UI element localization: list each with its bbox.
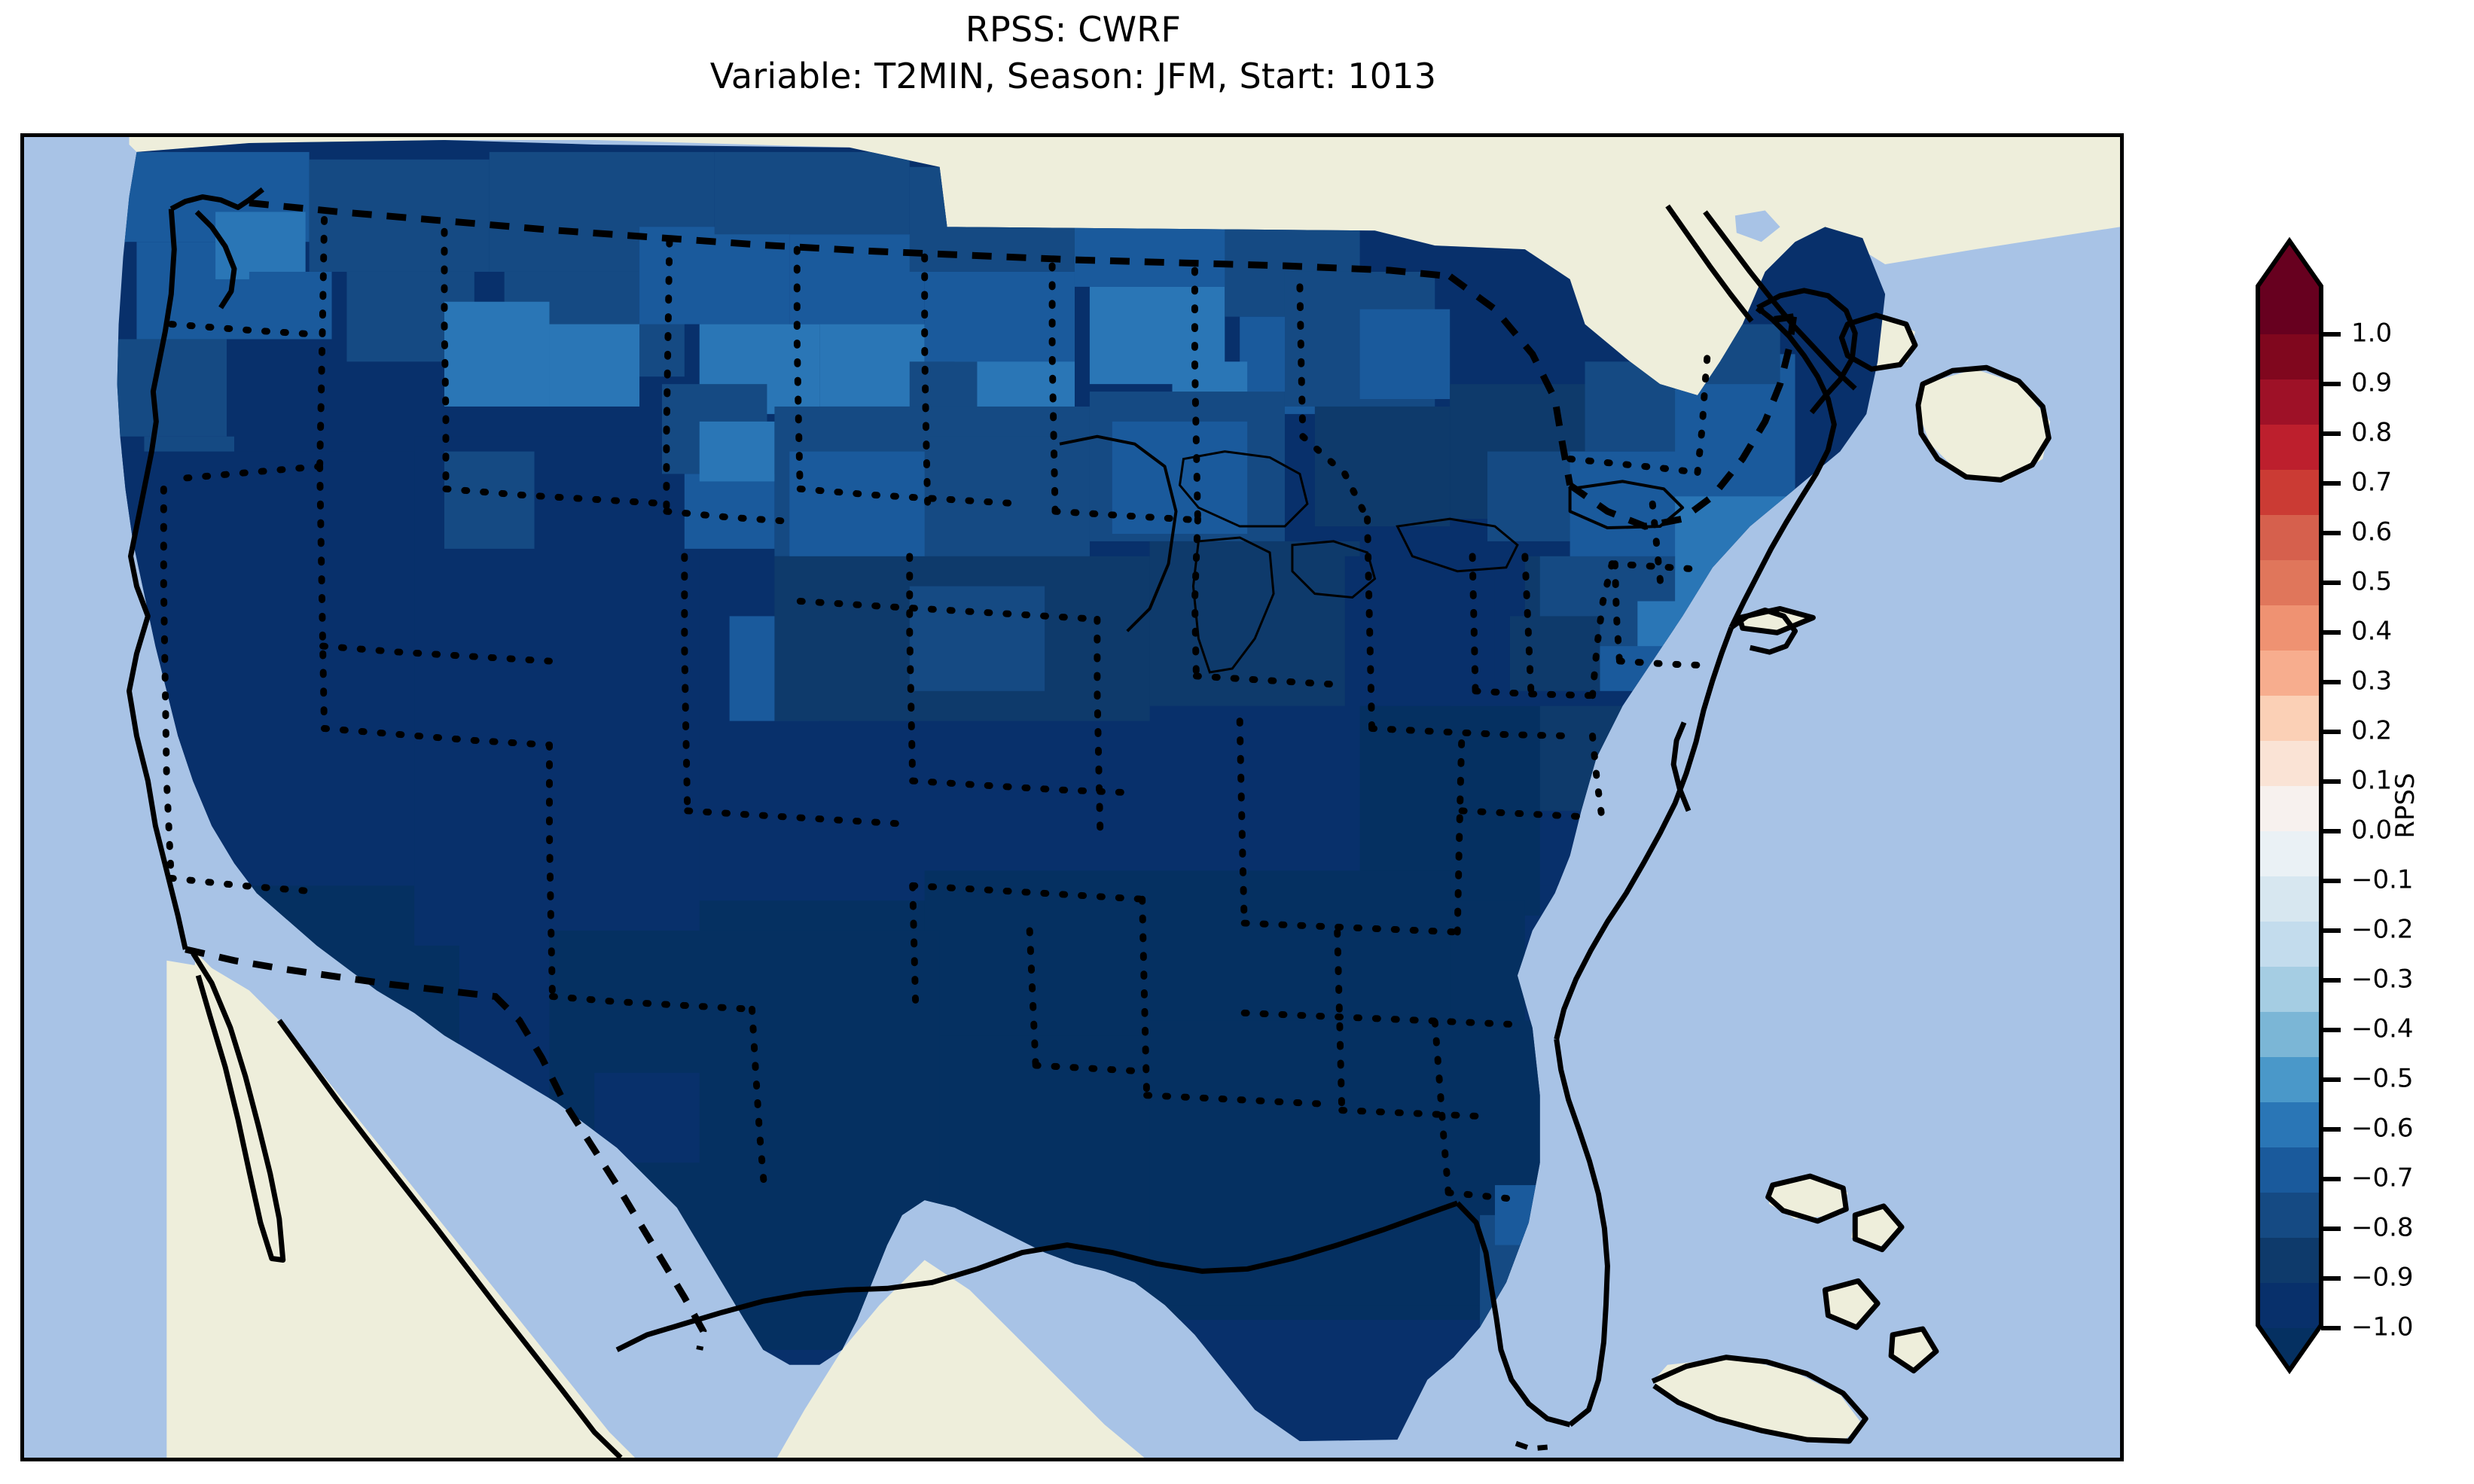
cbar-tick-label: −0.5 (2351, 1064, 2414, 1094)
colorbar-outline (2256, 236, 2323, 1375)
colorbar-bins (2258, 241, 2321, 1370)
cbar-tick-label: −0.8 (2351, 1213, 2414, 1243)
cbar-tick-label: −0.7 (2351, 1163, 2414, 1193)
cbar-tick-label: 0.0 (2351, 815, 2392, 846)
map-svg (24, 137, 2120, 1458)
map-axes[interactable] (20, 133, 2124, 1461)
state-borders (160, 215, 1716, 1202)
colorbar-axis-label: RPSS (2390, 772, 2421, 839)
figure-title: RPSS: CWRF Variable: T2MIN, Season: JFM,… (0, 6, 2146, 99)
cbar-tick-label: 0.1 (2351, 766, 2392, 796)
country-borders (185, 200, 1797, 1351)
title-line-2: Variable: T2MIN, Season: JFM, Start: 101… (709, 56, 1437, 96)
cbar-tick-label: 0.8 (2351, 418, 2392, 448)
colorbar-ticks: 1.0 0.9 0.8 0.7 0.6 0.5 0.4 0.3 0.2 (2321, 318, 2414, 1342)
cbar-tick-label: 1.0 (2351, 318, 2392, 349)
cbar-tick-label: −0.2 (2351, 915, 2414, 945)
land-polygons (129, 137, 2120, 1458)
cbar-tick-label: 0.7 (2351, 468, 2392, 498)
colorbar[interactable]: 1.0 0.9 0.8 0.7 0.6 0.5 0.4 0.3 0.2 (2256, 226, 2474, 1385)
cbar-tick-label: 0.9 (2351, 368, 2392, 398)
cbar-tick-label: 0.5 (2351, 567, 2392, 597)
cbar-tick-label: −0.9 (2351, 1263, 2414, 1293)
cbar-tick-label: 0.6 (2351, 517, 2392, 547)
cbar-tick-label: −0.1 (2351, 865, 2414, 895)
cbar-tick-label: −1.0 (2351, 1312, 2414, 1342)
lake-outlines (1178, 450, 1519, 674)
cbar-tick-label: 0.2 (2351, 716, 2392, 746)
coastlines (127, 187, 2051, 1458)
title-line-1: RPSS: CWRF (965, 9, 1182, 50)
cbar-tick-label: −0.6 (2351, 1114, 2414, 1144)
cbar-tick-label: 0.4 (2351, 617, 2392, 647)
cbar-tick-label: −0.3 (2351, 964, 2414, 995)
cbar-tick-label: 0.3 (2351, 666, 2392, 696)
colorbar-svg: 1.0 0.9 0.8 0.7 0.6 0.5 0.4 0.3 0.2 (2256, 236, 2414, 1375)
cbar-tick-label: −0.4 (2351, 1014, 2414, 1044)
